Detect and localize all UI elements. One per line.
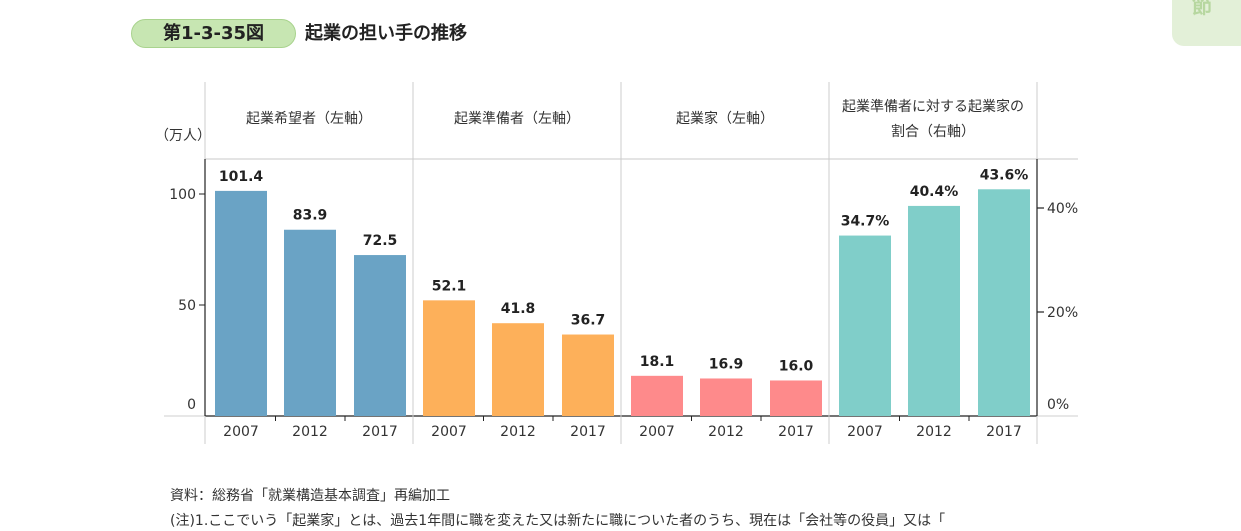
bar-chart: （万人） 0 50 100 0% 20% 40% 起業希望者（左軸） 101.4 2007 83.9… xyxy=(155,82,1078,444)
right-tick-label: 20% xyxy=(1047,305,1078,321)
figure-number-badge: 第1-3-35図 xyxy=(131,19,296,48)
right-tick-label: 0% xyxy=(1047,397,1069,413)
left-tick-label: 0 xyxy=(187,397,196,413)
bar xyxy=(423,300,475,416)
bar-value-label: 16.9 xyxy=(709,356,744,372)
bar xyxy=(284,229,336,416)
left-axis-unit: （万人） xyxy=(155,128,211,144)
bar-value-label: 52.1 xyxy=(432,278,467,294)
left-tick-label: 50 xyxy=(178,298,196,314)
bar xyxy=(354,255,406,416)
section-corner-label: 節 xyxy=(1192,0,1212,18)
bar-value-label: 34.7% xyxy=(841,214,890,230)
bar-value-label: 40.4% xyxy=(910,184,959,200)
group-header: 起業準備者（左軸） xyxy=(454,111,580,127)
bar xyxy=(215,190,267,416)
bar xyxy=(978,189,1030,416)
x-tick-label: 2007 xyxy=(431,424,467,440)
group-header: 起業家（左軸） xyxy=(676,110,774,127)
bar xyxy=(770,380,822,416)
footnote: (注)1.ここでいう「起業家」とは、過去1年間に職を変えた又は新たに職についた者… xyxy=(170,513,946,529)
x-tick-label: 2017 xyxy=(362,424,398,440)
x-tick-label: 2012 xyxy=(916,424,952,440)
bar-value-label: 72.5 xyxy=(363,233,398,249)
bar-value-label: 18.1 xyxy=(640,354,675,370)
source-note: 資料：総務省「就業構造基本調査」再編加工 xyxy=(170,488,450,504)
x-tick-label: 2012 xyxy=(708,424,744,440)
bar xyxy=(562,334,614,416)
bar xyxy=(631,375,683,416)
x-tick-label: 2017 xyxy=(570,424,606,440)
x-tick-label: 2017 xyxy=(986,424,1022,440)
left-tick-label: 100 xyxy=(169,187,196,203)
bar-value-label: 83.9 xyxy=(293,208,328,224)
bar-value-label: 16.0 xyxy=(779,358,814,374)
group-header: 起業準備者に対する起業家の xyxy=(842,98,1024,115)
group-header: 割合（右軸） xyxy=(891,123,975,140)
x-tick-label: 2012 xyxy=(292,424,328,440)
x-tick-label: 2012 xyxy=(500,424,536,440)
figure-title: 起業の担い手の推移 xyxy=(305,23,467,44)
bar xyxy=(700,378,752,416)
group-header: 起業希望者（左軸） xyxy=(246,111,372,127)
bar xyxy=(839,235,891,416)
section-corner-tab: 節 xyxy=(1172,0,1241,46)
x-tick-label: 2007 xyxy=(639,424,675,440)
bar xyxy=(492,323,544,416)
bar-value-label: 43.6% xyxy=(980,167,1029,183)
right-tick-label: 40% xyxy=(1047,201,1078,217)
bar-value-label: 36.7 xyxy=(571,313,606,329)
x-tick-label: 2017 xyxy=(778,424,814,440)
bar-value-label: 41.8 xyxy=(501,301,536,317)
x-tick-label: 2007 xyxy=(847,424,883,440)
bar xyxy=(908,205,960,416)
bar-value-label: 101.4 xyxy=(219,169,264,185)
x-tick-label: 2007 xyxy=(223,424,259,440)
